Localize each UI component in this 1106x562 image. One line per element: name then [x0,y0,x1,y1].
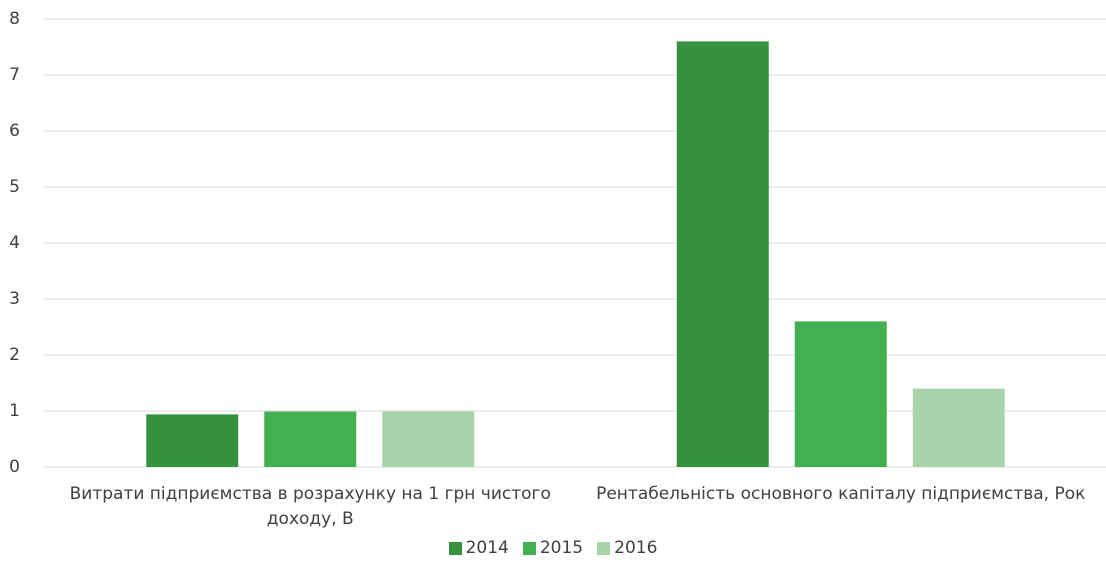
bar [676,41,769,468]
legend-swatch [597,541,611,555]
y-tick-label: 7 [9,65,20,85]
legend-swatch [448,541,462,555]
legend-item: 2014 [448,538,509,558]
legend: 2014 2015 2016 [0,538,1106,558]
legend-item: 2016 [597,538,657,558]
y-tick-label: 0 [9,457,20,477]
bar [146,414,239,467]
y-tick-label: 6 [9,121,20,141]
legend-swatch [522,541,536,555]
y-tick-label: 4 [9,233,20,253]
y-tick-label: 8 [9,9,20,29]
legend-item: 2015 [522,538,584,558]
bar [794,321,887,467]
y-tick-label: 3 [9,289,20,309]
y-tick-label: 5 [9,177,20,197]
y-tick-label: 2 [9,345,20,365]
x-tick-label: Рентабельність основного капіталу підпри… [596,484,1086,504]
y-tick-label: 1 [9,401,20,421]
bar [912,388,1005,467]
bar [264,411,357,467]
legend-label: 2014 [465,538,509,558]
legend-label: 2016 [614,538,658,558]
bar [382,411,475,467]
legend-label: 2015 [539,538,584,558]
x-tick-label: Витрати підприємства в розрахунку на 1 г… [69,484,551,529]
